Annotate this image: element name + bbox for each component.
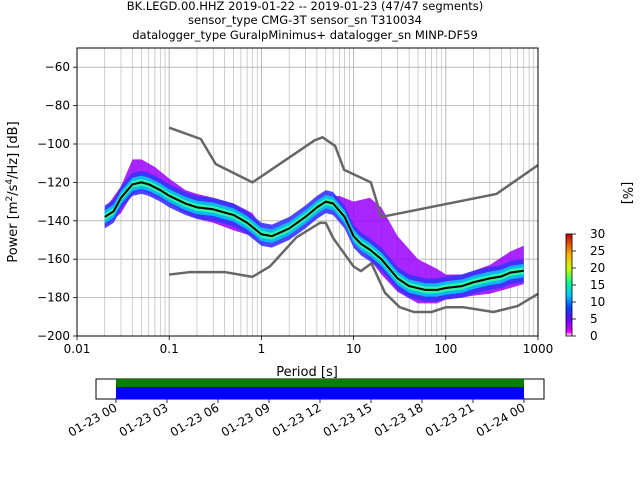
colorbar-tick-label: 15 — [590, 278, 605, 292]
colorbar-tick-label: 30 — [590, 227, 605, 241]
y-tick-label: −120 — [37, 175, 70, 189]
chart-title-line-1: BK.LEGD.00.HHZ 2019-01-22 -- 2019-01-23 … — [127, 0, 483, 13]
x-tick-label: 1 — [258, 342, 266, 356]
y-ticks: −60 −80 −100 −120 −140 −160 −180 −200 — [37, 60, 77, 343]
colorbar — [565, 233, 573, 337]
colorbar-tick-label: 10 — [590, 295, 605, 309]
colorbar-tick-label: 25 — [590, 244, 605, 258]
colorbar-label: [%] — [619, 182, 634, 205]
x-tick-label: 0.1 — [160, 342, 179, 356]
timeline-tick-label: 01-23 06 — [168, 400, 222, 439]
x-axis-label: Period [s] — [276, 365, 338, 380]
timeline-bar-bottom — [116, 387, 524, 399]
y-tick-label: −180 — [37, 291, 70, 305]
new-low-noise-model-line — [169, 221, 538, 314]
y-tick-label: −140 — [37, 214, 70, 228]
y-tick-label: −200 — [37, 329, 70, 343]
spread-envelope — [104, 159, 524, 304]
y-tick-label: −100 — [37, 137, 70, 151]
y-tick-label: −160 — [37, 252, 70, 266]
y-tick-label: −80 — [45, 99, 70, 113]
colorbar-ticks: 0 5 10 15 20 25 30 — [572, 227, 605, 343]
psd-spread — [104, 159, 524, 304]
plot-frame — [76, 47, 539, 337]
x-ticks: 0.01 0.1 1 10 100 1000 — [64, 336, 554, 356]
x-tick-label: 0.01 — [64, 342, 91, 356]
x-tick-label: 10 — [346, 342, 361, 356]
y-axis-label: Power [m2/s4/Hz] [dB] — [5, 121, 21, 262]
spread-band-2 — [104, 178, 524, 294]
colorbar-tick-label: 5 — [590, 312, 598, 326]
timeline-tick-label: 01-23 09 — [219, 400, 273, 439]
x-tick-label: 100 — [434, 342, 457, 356]
x-tick-label: 1000 — [523, 342, 554, 356]
timeline-tick-label: 01-23 12 — [270, 400, 324, 439]
timeline-bar-top — [116, 379, 524, 387]
timeline-tick-label: 01-23 15 — [321, 400, 375, 439]
colorbar-tick-label: 20 — [590, 261, 605, 275]
chart-title-line-3: datalogger_type GuralpMinimus+ datalogge… — [132, 28, 478, 42]
timeline-tick-label: 01-24 00 — [474, 400, 528, 439]
y-tick-label: −60 — [45, 60, 70, 74]
timeline-tick-label: 01-23 18 — [372, 400, 426, 439]
series-lines — [104, 126, 538, 314]
mode-line — [104, 181, 524, 291]
new-high-noise-model-line — [168, 126, 538, 219]
colorbar-tick-label: 0 — [590, 329, 598, 343]
timeline-tick-label: 01-23 00 — [66, 400, 120, 439]
chart-title-line-2: sensor_type CMG-3T sensor_sn T310034 — [188, 13, 422, 27]
timeline-tick-label: 01-23 03 — [117, 400, 171, 439]
timeline-tick-label: 01-23 21 — [423, 400, 477, 439]
